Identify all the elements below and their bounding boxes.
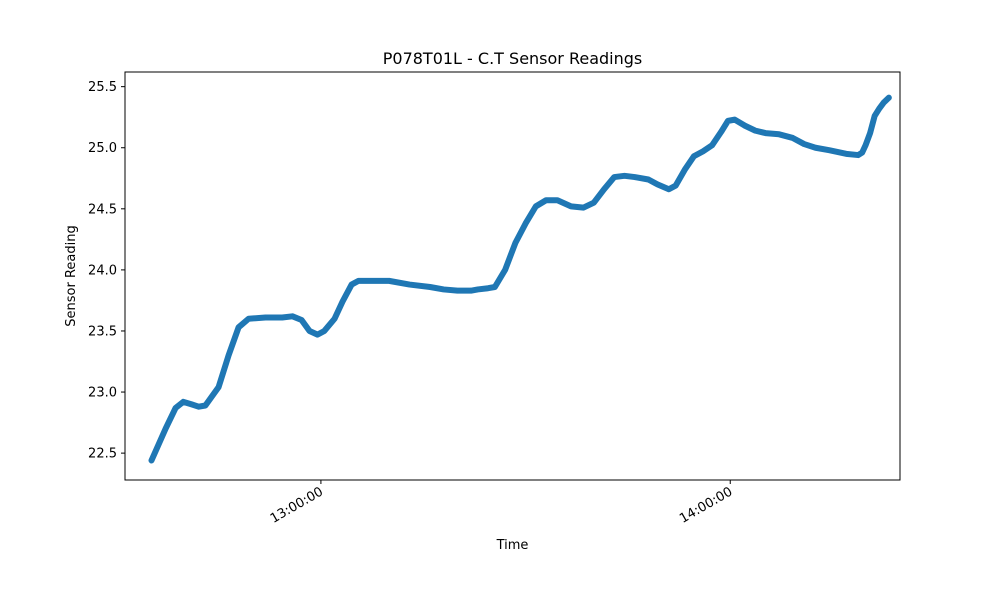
y-tick-label: 23.0	[88, 386, 117, 401]
y-tick-label: 25.0	[88, 141, 117, 156]
y-tick-label: 24.0	[88, 263, 117, 278]
series-line	[148, 94, 892, 464]
x-axis-label: Time	[496, 538, 529, 553]
plot-frame	[124, 71, 901, 481]
plot-area	[148, 94, 892, 464]
y-tick-label: 25.5	[88, 80, 117, 95]
y-tick-label: 24.5	[88, 202, 117, 217]
chart-title: P078T01L - C.T Sensor Readings	[383, 49, 643, 68]
y-tick-label: 23.5	[88, 324, 117, 339]
y-axis: 22.5 23.0 23.5 24.0 24.5 25.0 25.5	[88, 80, 125, 462]
y-tick-label: 22.5	[88, 447, 117, 462]
y-axis-label: Sensor Reading	[64, 225, 79, 326]
